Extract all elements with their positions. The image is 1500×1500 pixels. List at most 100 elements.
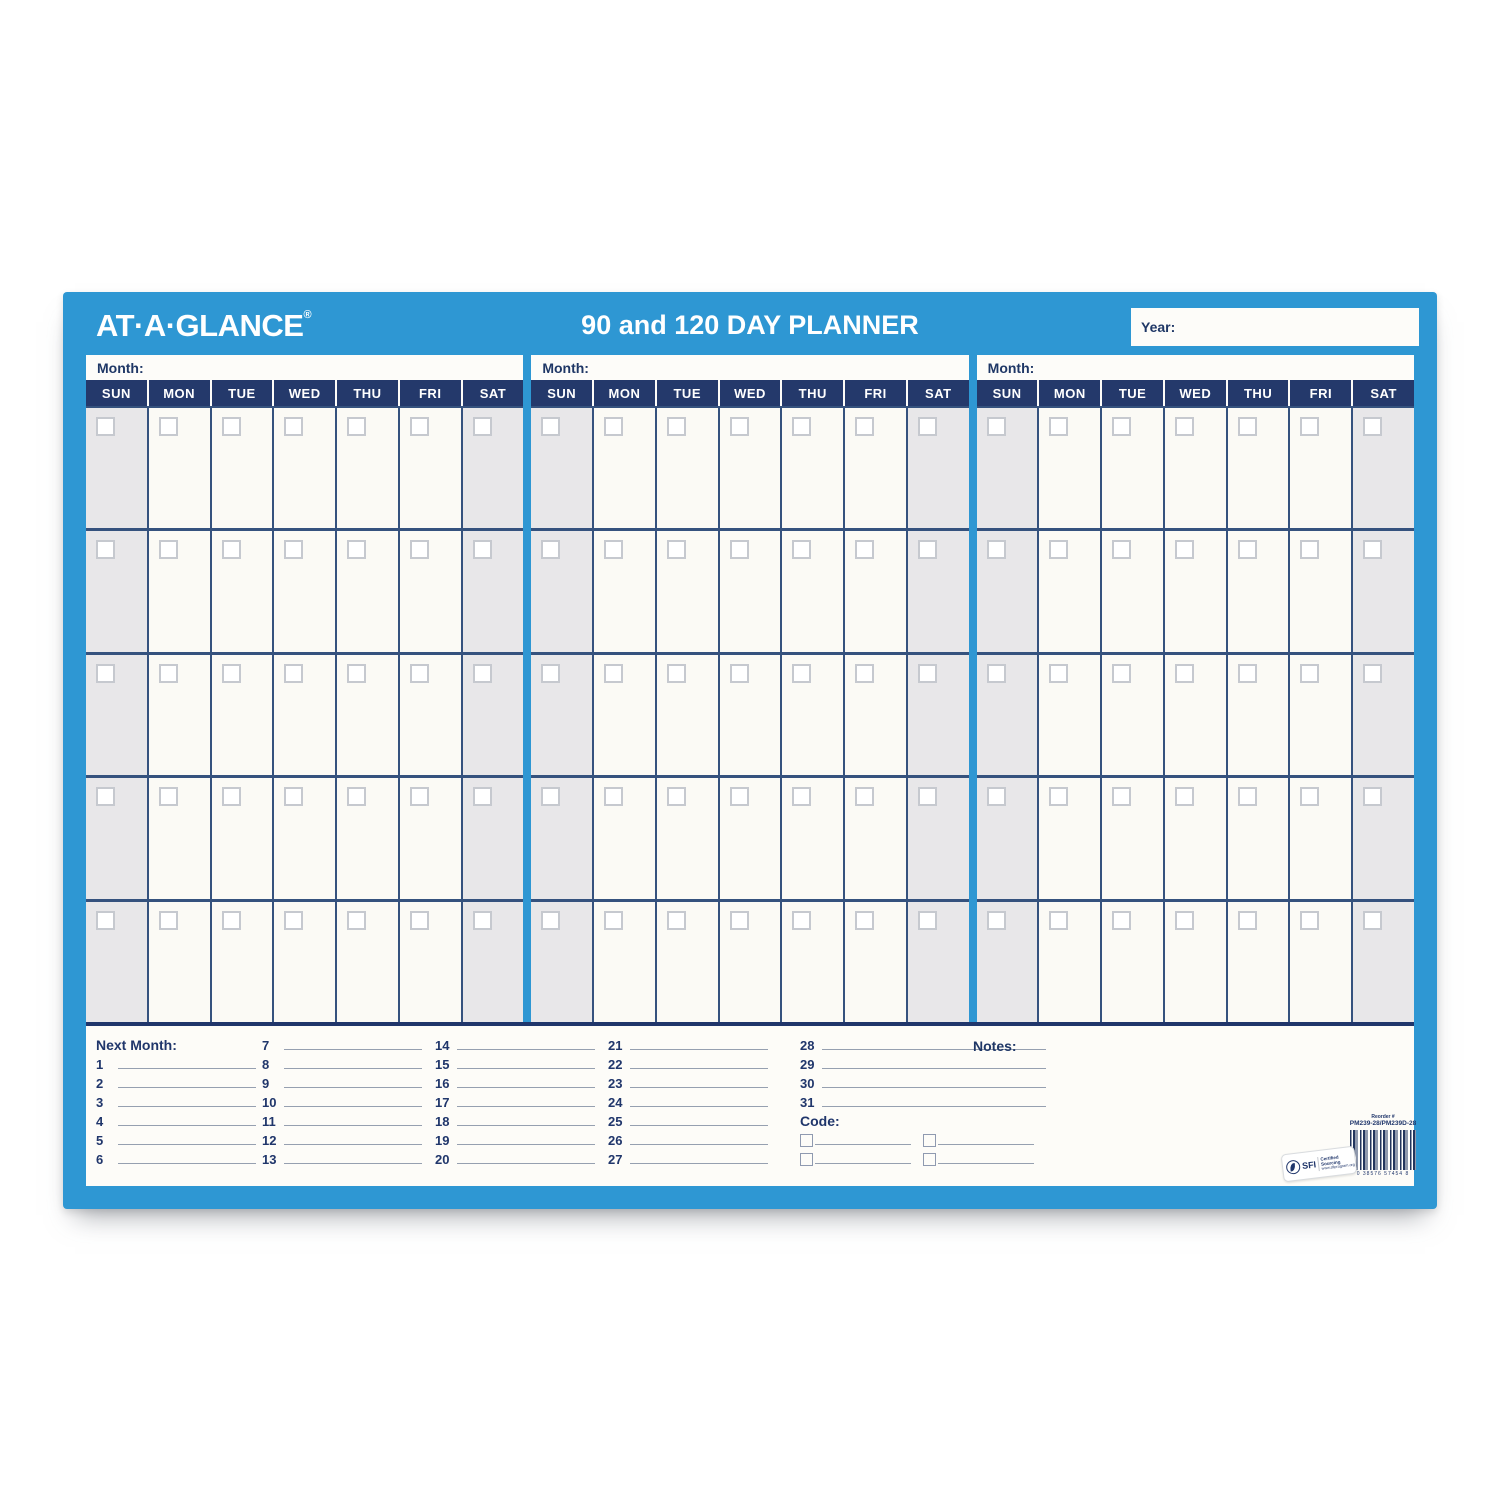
next-month-line-11[interactable]: 11	[262, 1110, 422, 1129]
day-cell[interactable]	[907, 531, 969, 652]
day-cell[interactable]	[656, 531, 718, 652]
day-cell[interactable]	[1290, 778, 1352, 899]
day-cell[interactable]	[148, 654, 210, 776]
day-cell[interactable]	[148, 778, 210, 899]
day-cell[interactable]	[594, 901, 655, 1022]
day-cell[interactable]	[1102, 408, 1163, 529]
day-cell[interactable]	[1102, 901, 1163, 1022]
code-write-in-line[interactable]	[938, 1144, 1034, 1145]
day-cell[interactable]	[594, 654, 655, 776]
next-month-line-22[interactable]: 22	[608, 1053, 768, 1072]
day-cell[interactable]	[86, 531, 147, 652]
day-cell[interactable]	[274, 901, 336, 1022]
day-cell[interactable]	[531, 778, 593, 899]
code-checkbox[interactable]	[800, 1134, 813, 1147]
day-cell[interactable]	[531, 654, 593, 776]
day-cell[interactable]	[656, 654, 718, 776]
next-month-line-24[interactable]: 24	[608, 1091, 768, 1110]
next-month-line-8[interactable]: 8	[262, 1053, 422, 1072]
next-month-line-14[interactable]: 14	[435, 1034, 595, 1053]
day-cell[interactable]	[337, 654, 398, 776]
day-cell[interactable]	[462, 408, 524, 529]
day-cell[interactable]	[337, 408, 398, 529]
day-cell[interactable]	[907, 654, 969, 776]
day-cell[interactable]	[1353, 901, 1414, 1022]
day-cell[interactable]	[86, 901, 147, 1022]
next-month-line-2[interactable]: 2	[96, 1072, 256, 1091]
day-cell[interactable]	[211, 778, 273, 899]
next-month-line-3[interactable]: 3	[96, 1091, 256, 1110]
day-cell[interactable]	[274, 408, 336, 529]
next-month-line-16[interactable]: 16	[435, 1072, 595, 1091]
day-cell[interactable]	[1102, 778, 1163, 899]
next-month-line-9[interactable]: 9	[262, 1072, 422, 1091]
day-cell[interactable]	[1039, 778, 1101, 899]
code-checkbox[interactable]	[923, 1134, 936, 1147]
day-cell[interactable]	[462, 654, 524, 776]
day-cell[interactable]	[1164, 901, 1226, 1022]
month-field[interactable]: Month:	[976, 355, 1414, 380]
day-cell[interactable]	[86, 778, 147, 899]
next-month-line-23[interactable]: 23	[608, 1072, 768, 1091]
day-cell[interactable]	[1039, 531, 1101, 652]
next-month-line-30[interactable]: 30	[800, 1072, 1046, 1091]
day-cell[interactable]	[719, 654, 781, 776]
day-cell[interactable]	[462, 901, 524, 1022]
month-field[interactable]: Month:	[86, 355, 524, 380]
day-cell[interactable]	[1039, 901, 1101, 1022]
day-cell[interactable]	[1227, 531, 1289, 652]
day-cell[interactable]	[1290, 654, 1352, 776]
next-month-line-4[interactable]: 4	[96, 1110, 256, 1129]
day-cell[interactable]	[1164, 654, 1226, 776]
day-cell[interactable]	[976, 778, 1038, 899]
day-cell[interactable]	[1353, 778, 1414, 899]
day-cell[interactable]	[1353, 531, 1414, 652]
day-cell[interactable]	[86, 408, 147, 529]
next-month-line-20[interactable]: 20	[435, 1148, 595, 1167]
day-cell[interactable]	[531, 408, 593, 529]
day-cell[interactable]	[1290, 531, 1352, 652]
day-cell[interactable]	[845, 654, 906, 776]
day-cell[interactable]	[462, 778, 524, 899]
day-cell[interactable]	[399, 408, 461, 529]
code-checkbox[interactable]	[800, 1153, 813, 1166]
day-cell[interactable]	[399, 531, 461, 652]
day-cell[interactable]	[211, 408, 273, 529]
day-cell[interactable]	[531, 901, 593, 1022]
next-month-line-7[interactable]: 7	[262, 1034, 422, 1053]
day-cell[interactable]	[845, 778, 906, 899]
day-cell[interactable]	[1227, 901, 1289, 1022]
next-month-line-15[interactable]: 15	[435, 1053, 595, 1072]
day-cell[interactable]	[1353, 654, 1414, 776]
day-cell[interactable]	[148, 408, 210, 529]
day-cell[interactable]	[976, 408, 1038, 529]
day-cell[interactable]	[656, 778, 718, 899]
day-cell[interactable]	[719, 778, 781, 899]
next-month-line-26[interactable]: 26	[608, 1129, 768, 1148]
day-cell[interactable]	[531, 531, 593, 652]
day-cell[interactable]	[211, 654, 273, 776]
day-cell[interactable]	[274, 654, 336, 776]
day-cell[interactable]	[399, 778, 461, 899]
day-cell[interactable]	[337, 531, 398, 652]
day-cell[interactable]	[399, 654, 461, 776]
day-cell[interactable]	[845, 531, 906, 652]
day-cell[interactable]	[1353, 408, 1414, 529]
day-cell[interactable]	[337, 778, 398, 899]
next-month-line-5[interactable]: 5	[96, 1129, 256, 1148]
next-month-line-13[interactable]: 13	[262, 1148, 422, 1167]
day-cell[interactable]	[907, 901, 969, 1022]
day-cell[interactable]	[976, 654, 1038, 776]
day-cell[interactable]	[656, 901, 718, 1022]
day-cell[interactable]	[211, 901, 273, 1022]
day-cell[interactable]	[782, 778, 844, 899]
day-cell[interactable]	[782, 901, 844, 1022]
code-write-in-line[interactable]	[815, 1144, 911, 1145]
day-cell[interactable]	[782, 408, 844, 529]
day-cell[interactable]	[976, 901, 1038, 1022]
day-cell[interactable]	[1290, 408, 1352, 529]
day-cell[interactable]	[148, 901, 210, 1022]
day-cell[interactable]	[1227, 778, 1289, 899]
day-cell[interactable]	[782, 654, 844, 776]
next-month-line-31[interactable]: 31	[800, 1091, 1046, 1110]
